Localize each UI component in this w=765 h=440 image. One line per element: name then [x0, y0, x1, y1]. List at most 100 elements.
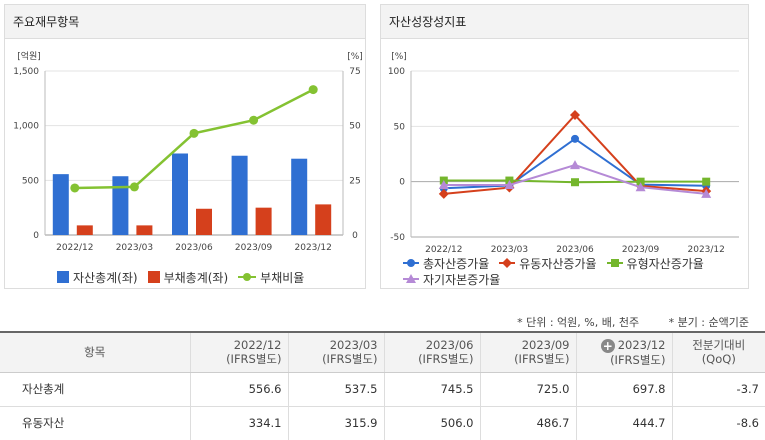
y-tick: 100 — [388, 67, 405, 77]
x-tick-label: 2023/09 — [622, 245, 660, 255]
legend-label: 유형자산증가율 — [626, 256, 704, 271]
legend-item[interactable]: 유동자산증가율 — [499, 255, 597, 271]
legend-item[interactable]: 유형자산증가율 — [606, 255, 704, 271]
series-point — [570, 160, 580, 170]
table-header-row: 항목 2022/12 (IFRS별도) 2023/03 (IFRS별도) 2023/06(… — [0, 331, 765, 373]
legend-marker — [610, 259, 619, 267]
basis-label: (IFRS별도) — [418, 352, 474, 367]
x-tick-label: 2023/06 — [556, 245, 594, 255]
panel-title: 자산성장성지표 — [381, 5, 748, 39]
y-tick: 0 — [399, 178, 405, 188]
panel-title: 주요재무항목 — [5, 5, 365, 39]
table-body: 자산총계 556.6 537.5 745.5 725.0 697.8 -3.7 유동자산 334… — [0, 372, 765, 440]
basis-label: (IFRS별도) — [514, 352, 570, 367]
legend-marker — [407, 259, 415, 267]
legend-item[interactable]: 총자산증가율 — [403, 255, 489, 271]
y-tick-right: 0 — [352, 231, 358, 241]
x-tick-label: 2023/03 — [116, 243, 153, 253]
table-row: 유동자산 334.1 315.9 506.0 486.7 444.7 -8.6 — [0, 406, 765, 440]
legend-swatch — [57, 271, 69, 283]
series-point — [635, 182, 646, 192]
legend-item[interactable]: 자기자본증가율 — [403, 271, 500, 287]
qoq-sub: (QoQ) — [701, 352, 736, 367]
basis-label: (IFRS별도) — [610, 352, 666, 367]
row-value: 486.7 — [479, 406, 576, 440]
bar — [76, 225, 93, 235]
series-point — [570, 110, 580, 121]
bar — [255, 207, 272, 235]
header-period: 2023/03 (IFRS별도) — [287, 331, 384, 373]
qoq-label: 전분기대비 — [692, 338, 746, 353]
y-tick-left: 1,500 — [13, 67, 39, 77]
row-value: 556.6 — [189, 372, 288, 407]
series-point — [571, 134, 579, 143]
basis-label: (IFRS별도) — [322, 352, 378, 367]
header-item: 항목 — [0, 331, 190, 373]
line-point — [308, 85, 318, 95]
series-point — [636, 177, 645, 186]
bar — [112, 176, 129, 235]
y-tick-left: 0 — [33, 231, 39, 241]
series-point — [438, 179, 449, 189]
series-point — [701, 188, 712, 198]
y-tick-left: 1,000 — [13, 122, 39, 132]
legend-marker — [406, 274, 416, 283]
y-tick-right: 50 — [349, 122, 361, 132]
y-tick-right: 25 — [349, 176, 360, 186]
row-label: 유동자산 — [0, 406, 190, 440]
series-point — [438, 188, 449, 199]
header-period: 2022/12 (IFRS별도) — [189, 331, 288, 373]
line-point — [189, 128, 199, 138]
line-point — [129, 182, 139, 192]
row-value: 697.8 — [575, 372, 672, 407]
bar — [196, 208, 212, 235]
period-label: 2023/12 — [617, 338, 666, 352]
bar — [136, 225, 153, 235]
legend-label: 유동자산증가율 — [519, 256, 597, 271]
y-axis-right-label: [%] — [347, 52, 363, 62]
row-value: 506.0 — [383, 406, 480, 440]
y-axis-label: [%] — [391, 52, 407, 62]
legend-item[interactable]: 부채비율 — [238, 269, 304, 285]
x-tick-label: 2023/03 — [491, 245, 528, 255]
x-tick-label: 2023/12 — [688, 245, 725, 255]
expand-plus-icon[interactable]: + — [600, 338, 615, 353]
x-tick-label: 2023/12 — [295, 243, 332, 253]
legend-item[interactable]: 자산총계(좌) — [57, 269, 138, 285]
y-tick-right: 75 — [349, 67, 360, 77]
header-period: 2023/09 (IFRS별도) — [479, 331, 576, 373]
financial-table: 항목 2022/12 (IFRS별도) 2023/03 (IFRS별도) 2023/06(… — [0, 331, 765, 440]
series-line — [74, 88, 314, 190]
series-point — [702, 177, 711, 186]
bar — [172, 153, 188, 235]
bar — [291, 158, 308, 235]
series-point — [571, 178, 579, 187]
y-tick: 50 — [394, 122, 406, 132]
row-label: 자산총계 — [0, 372, 190, 407]
unit-note: * 단위 : 억원, %, 배, 천주 — [517, 316, 640, 329]
bar — [52, 174, 69, 235]
row-qoq: -3.7 — [671, 372, 765, 407]
legend-item[interactable]: 부채총계(좌) — [147, 269, 228, 285]
legend-label: 부채비율 — [260, 270, 305, 285]
period-label: 2023/09 — [521, 338, 570, 353]
row-value: 444.7 — [575, 406, 672, 440]
y-tick-left: 500 — [22, 176, 39, 186]
legend-label: 자산총계(좌) — [73, 270, 138, 285]
row-value: 745.5 — [383, 372, 480, 407]
x-tick-label: 2022/12 — [425, 245, 462, 255]
x-tick-label: 2022/12 — [56, 243, 93, 253]
unit-notes: * 단위 : 억원, %, 배, 천주 * 분기 : 순액기준 — [491, 314, 749, 330]
row-value: 334.1 — [189, 406, 288, 440]
header-qoq: 전분기대비 (QoQ) — [671, 331, 765, 373]
chart-legend: 자산총계(좌) 부채총계(좌) 부채비율 — [57, 269, 314, 285]
x-tick-label: 2023/06 — [175, 243, 213, 253]
line-point — [70, 183, 80, 193]
x-tick-label: 2023/09 — [235, 243, 273, 253]
line-point — [249, 115, 259, 125]
y-axis-left-label: [억원] — [17, 50, 41, 62]
legend-marker — [502, 258, 513, 268]
period-note: * 분기 : 순액기준 — [668, 316, 749, 329]
basis-label: (IFRS별도) — [226, 352, 282, 367]
period-label: 2023/06 — [425, 338, 474, 353]
